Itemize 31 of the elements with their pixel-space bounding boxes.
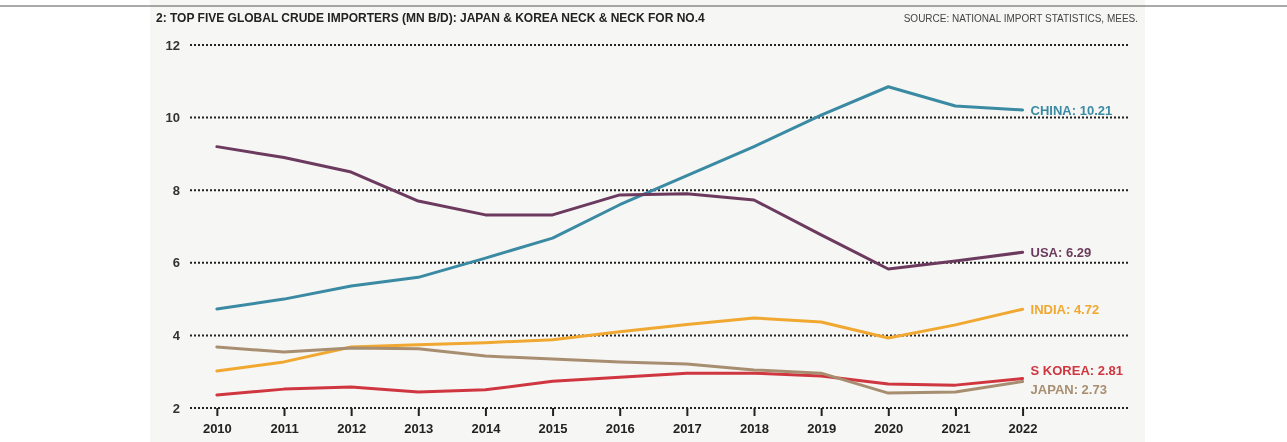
y-tick-label: 4 [172,327,181,343]
line-series [215,145,1025,271]
line-series [215,307,1025,373]
x-tick-label: 2012 [337,421,367,437]
x-tick-label: 2019 [807,421,837,437]
x-tick-label: 2015 [538,421,568,437]
x-tick-label: 2013 [404,421,434,437]
x-tick-label: 2011 [270,421,299,437]
x-tick-label: 2018 [740,421,769,437]
series-label: CHINA: 10.21 [1030,102,1113,118]
x-tick-label: 2017 [672,421,702,437]
series-label: JAPAN: 2.73 [1030,382,1107,398]
y-tick-label: 12 [165,37,180,53]
x-tick-label: 2016 [605,421,635,437]
x-tick-label: 2020 [874,421,904,437]
chart-title: 2: TOP FIVE GLOBAL CRUDE IMPORTERS (MN B/D): JAPAN & KOREA NECK & NECK FOR NO.4 [156,11,706,25]
y-tick-label: 2 [172,400,180,416]
line-series [215,371,1025,397]
x-tick-label: 2022 [1008,421,1038,437]
series-label: USA: 6.29 [1030,244,1092,260]
x-tick-label: 2021 [941,421,971,437]
line-series [215,85,1025,311]
x-tick-label: 2014 [471,421,502,437]
series-label: INDIA: 4.72 [1030,301,1100,317]
line-series [215,345,1025,395]
y-tick-label: 8 [172,182,180,198]
x-tick-label: 2010 [202,421,232,437]
y-tick-label: 6 [172,255,180,271]
series-label: S KOREA: 2.81 [1030,363,1124,379]
source-note: SOURCE: NATIONAL IMPORT STATISTICS, MEES. [903,13,1138,24]
y-tick-label: 10 [165,110,180,126]
